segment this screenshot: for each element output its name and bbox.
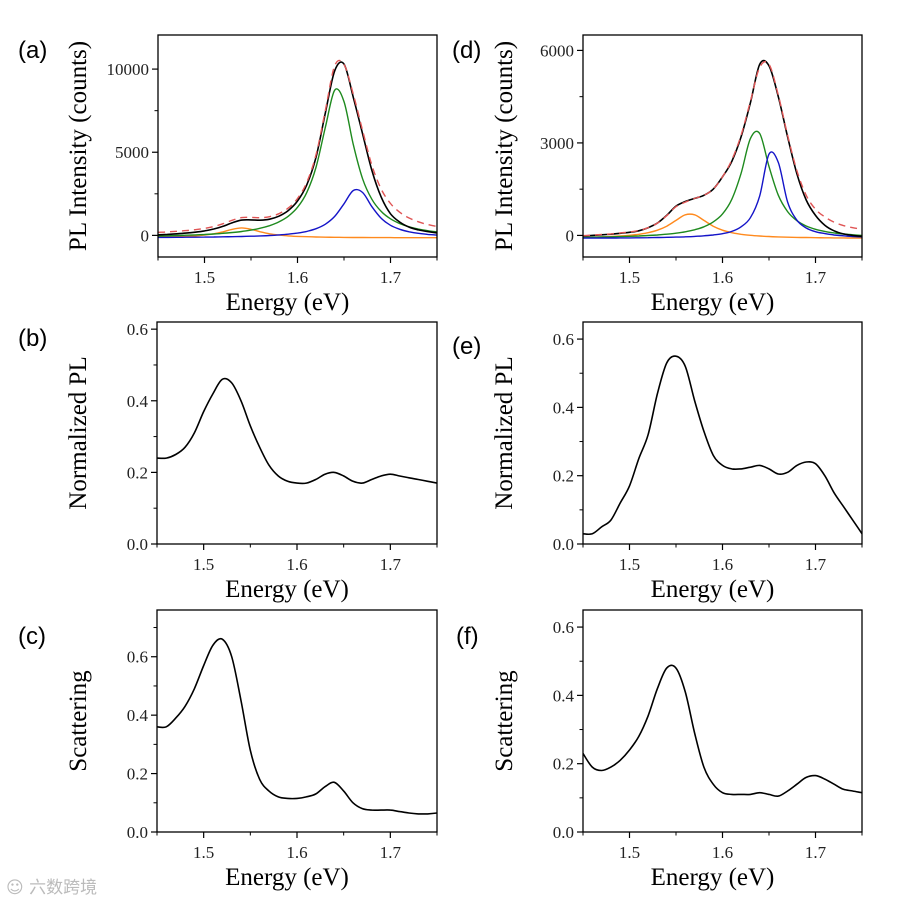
x-tick-label: 1.7 bbox=[380, 843, 402, 862]
panel-label: (b) bbox=[18, 325, 47, 352]
y-tick-label: 0.2 bbox=[553, 755, 574, 774]
series-line-scattering bbox=[583, 664, 862, 798]
series-line-fit bbox=[583, 60, 862, 237]
series-line-green-component bbox=[583, 130, 862, 238]
y-tick-label: 0.4 bbox=[127, 392, 149, 411]
series-line-green-component bbox=[158, 88, 437, 237]
x-tick-label: 1.6 bbox=[712, 268, 733, 287]
plot-frame bbox=[582, 321, 863, 545]
x-axis-title: Energy (eV) bbox=[225, 864, 349, 891]
y-tick-label: 3000 bbox=[540, 134, 574, 153]
x-tick-label: 1.5 bbox=[619, 843, 640, 862]
x-tick-label: 1.6 bbox=[712, 843, 733, 862]
y-tick-label: 6000 bbox=[540, 41, 574, 60]
y-tick-label: 0.0 bbox=[553, 535, 574, 554]
y-tick-label: 0.6 bbox=[553, 330, 574, 349]
x-tick-label: 1.5 bbox=[193, 555, 214, 574]
x-tick-label: 1.5 bbox=[194, 268, 215, 287]
series-group bbox=[158, 59, 437, 239]
y-tick-label: 0.2 bbox=[127, 463, 148, 482]
x-axis-title: Energy (eV) bbox=[651, 864, 775, 891]
y-tick-label: 0.0 bbox=[127, 535, 148, 554]
panel-label: (a) bbox=[18, 37, 47, 64]
y-tick-label: 0.6 bbox=[127, 320, 148, 339]
series-line-blue-component bbox=[583, 151, 862, 239]
panel-b: 1.5 1.6 1.7 0.0 0.2 0.4 0.6 Energy (eV) Normaliz… bbox=[18, 320, 438, 603]
panel-a: 1.5 1.6 1.7 0 5000 10000 Energy (eV) PL Intensi… bbox=[18, 34, 438, 316]
x-tick-label: 1.5 bbox=[193, 843, 214, 862]
y-axis-title: PL Intensity (counts) bbox=[65, 41, 92, 251]
x-tick-label: 1.7 bbox=[380, 555, 402, 574]
y-tick-label: 0.0 bbox=[553, 823, 574, 842]
y-tick-label: 10000 bbox=[107, 60, 150, 79]
y-tick-label: 0.2 bbox=[553, 467, 574, 486]
series-line-measured bbox=[158, 61, 437, 236]
y-tick-label: 5000 bbox=[115, 143, 149, 162]
plot-frame bbox=[157, 34, 438, 258]
x-tick-label: 1.6 bbox=[286, 555, 307, 574]
y-tick-label: 0 bbox=[566, 226, 575, 245]
series-group bbox=[583, 59, 862, 239]
y-axis-title: PL Intensity (counts) bbox=[491, 41, 518, 251]
x-tick-label: 1.7 bbox=[805, 843, 827, 862]
panel-label: (c) bbox=[18, 623, 46, 650]
x-tick-label: 1.5 bbox=[619, 268, 640, 287]
x-tick-label: 1.7 bbox=[805, 555, 827, 574]
y-axis-title: Scattering bbox=[491, 670, 518, 772]
panel-c: 1.5 1.6 1.7 0.0 0.2 0.4 0.6 Energy (eV) Scatteri… bbox=[18, 609, 438, 891]
series-line-normalized-PL bbox=[583, 355, 862, 536]
y-tick-label: 0.6 bbox=[553, 618, 574, 637]
y-tick-label: 0.2 bbox=[127, 765, 148, 784]
series-group bbox=[157, 377, 437, 485]
y-tick-label: 0.6 bbox=[127, 648, 148, 667]
series-line-measured bbox=[583, 59, 862, 238]
watermark-logo: ☺ 六数跨境 bbox=[6, 878, 97, 898]
y-tick-label: 0.0 bbox=[127, 823, 148, 842]
y-tick-label: 0 bbox=[141, 226, 150, 245]
series-group bbox=[583, 664, 862, 798]
series-line-scattering bbox=[157, 637, 437, 815]
x-tick-label: 1.6 bbox=[286, 843, 307, 862]
panel-d: 1.5 1.6 1.7 0 3000 6000 Energy (eV) PL Intensit… bbox=[452, 34, 863, 316]
y-axis-title: Normalized PL bbox=[65, 356, 92, 509]
panel-e: 1.5 1.6 1.7 0.0 0.2 0.4 0.6 Energy (eV) Normaliz… bbox=[452, 321, 863, 603]
panel-label: (e) bbox=[452, 333, 481, 360]
plot-frame bbox=[156, 321, 438, 545]
series-line-orange-component bbox=[583, 213, 862, 239]
series-line-normalized-PL bbox=[157, 377, 437, 485]
y-axis-title: Scattering bbox=[65, 670, 92, 772]
series-line-fit bbox=[158, 59, 437, 233]
y-axis-title: Normalized PL bbox=[491, 356, 518, 509]
plot-frame bbox=[582, 609, 863, 833]
x-axis-title: Energy (eV) bbox=[651, 576, 775, 603]
y-tick-label: 0.4 bbox=[127, 706, 149, 725]
x-tick-label: 1.6 bbox=[287, 268, 308, 287]
x-tick-label: 1.6 bbox=[712, 555, 733, 574]
series-group bbox=[583, 355, 862, 536]
plot-frame bbox=[582, 34, 863, 258]
panel-label: (f) bbox=[456, 623, 479, 650]
x-tick-label: 1.5 bbox=[619, 555, 640, 574]
x-axis-title: Energy (eV) bbox=[226, 289, 350, 316]
x-axis-title: Energy (eV) bbox=[651, 289, 775, 316]
series-line-blue-component bbox=[158, 188, 437, 239]
y-tick-label: 0.4 bbox=[553, 686, 575, 705]
x-tick-label: 1.7 bbox=[380, 268, 402, 287]
y-tick-label: 0.4 bbox=[553, 398, 575, 417]
panel-f: 1.5 1.6 1.7 0.0 0.2 0.4 0.6 Energy (eV) Scatteri… bbox=[456, 609, 863, 891]
x-axis-title: Energy (eV) bbox=[225, 576, 349, 603]
series-group bbox=[157, 637, 437, 815]
x-tick-label: 1.7 bbox=[805, 268, 827, 287]
panel-label: (d) bbox=[452, 37, 481, 64]
